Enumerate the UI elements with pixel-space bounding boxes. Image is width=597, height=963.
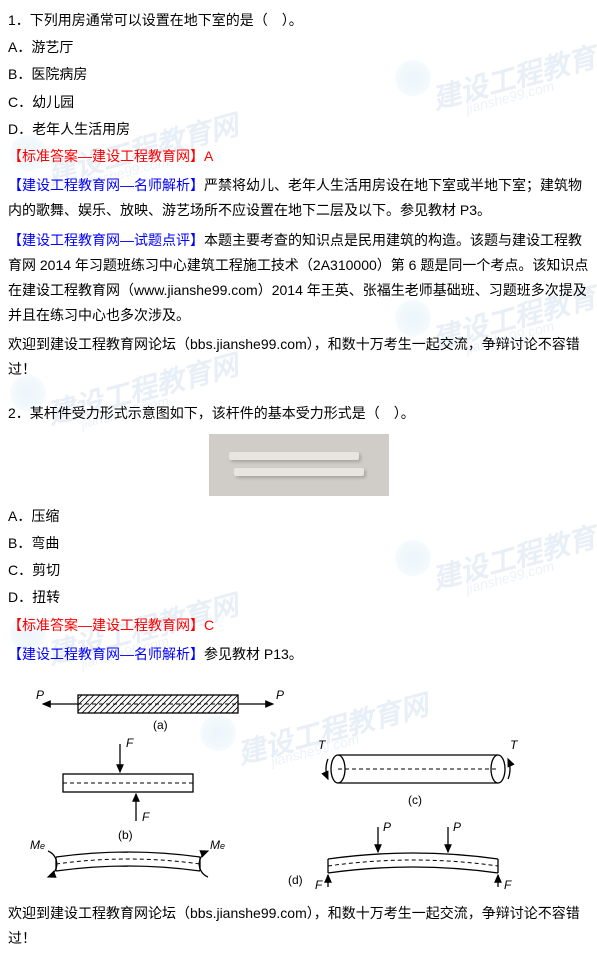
svg-text:P: P bbox=[36, 688, 44, 702]
diagram-c: T T (c) bbox=[318, 738, 519, 807]
svg-text:F: F bbox=[142, 810, 150, 824]
svg-text:F: F bbox=[504, 878, 512, 889]
svg-text:(b): (b) bbox=[118, 828, 133, 842]
q2-option-a: A．压缩 bbox=[8, 504, 589, 529]
q1-answer: A bbox=[204, 148, 213, 164]
q2-answer-line: 【标准答案—建设工程教育网】C bbox=[8, 613, 589, 638]
svg-text:(d): (d) bbox=[288, 873, 303, 887]
q1-option-b: B．医院病房 bbox=[8, 62, 589, 87]
q1-explain2: 【建设工程教育网—试题点评】本题主要考查的知识点是民用建筑的构造。该题与建设工程… bbox=[8, 228, 589, 329]
q1-text: 1．下列用房通常可以设置在地下室的是（ ）。 bbox=[8, 8, 589, 33]
q1-forum: 欢迎到建设工程教育网论坛（bbs.jianshe99.com），和数十万考生一起… bbox=[8, 332, 589, 382]
diagram-d: P P F F (d) bbox=[288, 820, 512, 889]
q1-answer-line: 【标准答案—建设工程教育网】A bbox=[8, 144, 589, 169]
q1-option-d: D．老年人生活用房 bbox=[8, 117, 589, 142]
q2-answer-prefix: 【标准答案—建设工程教育网】 bbox=[8, 617, 204, 633]
svg-text:P: P bbox=[276, 688, 284, 702]
q1-option-a: A．游艺厅 bbox=[8, 35, 589, 60]
mechanics-diagram: P P (a) F F (b) T T (c) Me Me bbox=[8, 679, 589, 889]
diagram-bend-left: Me Me bbox=[30, 838, 225, 877]
q2-option-b: B．弯曲 bbox=[8, 531, 589, 556]
q2-explain1-text: 参见教材 P13。 bbox=[204, 646, 303, 662]
q2-forum: 欢迎到建设工程教育网论坛（bbs.jianshe99.com），和数十万考生一起… bbox=[8, 901, 589, 951]
q1-answer-prefix: 【标准答案—建设工程教育网】 bbox=[8, 148, 204, 164]
q1-explain1: 【建设工程教育网—名师解析】严禁将幼儿、老年人生活用房设在地下室或半地下室；建筑… bbox=[8, 173, 589, 223]
q2-answer: C bbox=[204, 617, 214, 633]
svg-text:Me: Me bbox=[30, 838, 45, 852]
svg-text:F: F bbox=[315, 878, 323, 889]
svg-text:P: P bbox=[383, 820, 391, 834]
q2-figure-photo bbox=[209, 434, 389, 496]
svg-text:F: F bbox=[126, 736, 134, 750]
svg-text:T: T bbox=[318, 738, 327, 752]
diagram-b: F F (b) bbox=[63, 736, 193, 842]
diagram-a: P P (a) bbox=[36, 688, 284, 732]
q2-text: 2．某杆件受力形式示意图如下，该杆件的基本受力形式是（ ）。 bbox=[8, 401, 589, 426]
q2-explain1: 【建设工程教育网—名师解析】参见教材 P13。 bbox=[8, 642, 589, 667]
q1-explain1-prefix: 【建设工程教育网—名师解析】 bbox=[8, 177, 204, 193]
q1-explain2-prefix: 【建设工程教育网—试题点评】 bbox=[8, 232, 204, 248]
q2-explain1-prefix: 【建设工程教育网—名师解析】 bbox=[8, 646, 204, 662]
svg-text:(c): (c) bbox=[408, 793, 422, 807]
q2-option-d: D．扭转 bbox=[8, 585, 589, 610]
svg-text:P: P bbox=[453, 820, 461, 834]
q1-option-c: C．幼儿园 bbox=[8, 90, 589, 115]
q2-option-c: C．剪切 bbox=[8, 558, 589, 583]
svg-text:T: T bbox=[510, 738, 519, 752]
svg-text:(a): (a) bbox=[153, 718, 168, 732]
svg-text:Me: Me bbox=[210, 838, 225, 852]
